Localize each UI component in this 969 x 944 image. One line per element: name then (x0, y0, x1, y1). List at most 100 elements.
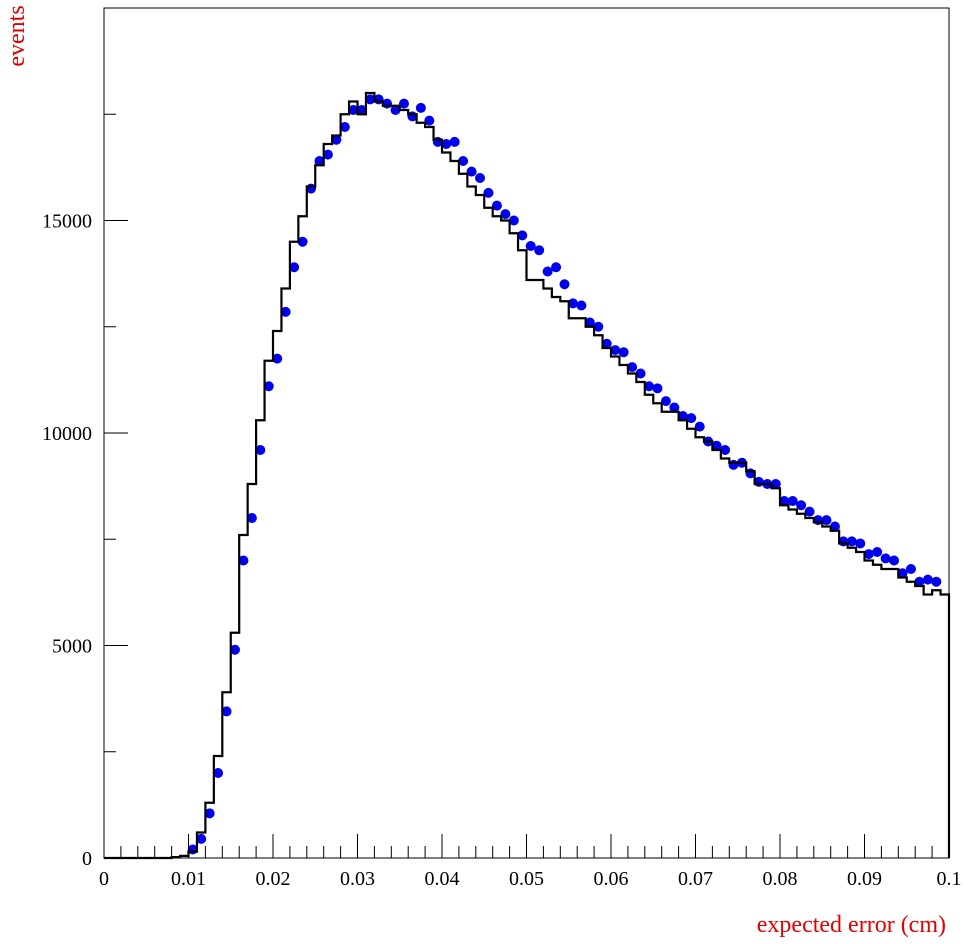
data-point (339, 122, 350, 132)
x-tick-label: 0.09 (847, 868, 882, 890)
data-point (796, 500, 807, 511)
data-point (905, 564, 916, 574)
y-axis-title: events (4, 5, 30, 66)
data-point (779, 496, 790, 506)
data-point (551, 262, 562, 273)
data-point (593, 321, 604, 332)
data-point (829, 521, 840, 532)
data-point (508, 215, 519, 226)
data-point (846, 536, 857, 547)
data-point (644, 381, 655, 392)
data-point (559, 279, 570, 290)
data-point (289, 262, 300, 273)
data-point (931, 576, 942, 587)
data-point (618, 347, 629, 358)
data-point (246, 513, 257, 523)
data-point (213, 768, 224, 778)
x-tick-label: 0 (99, 868, 109, 890)
data-point (770, 479, 781, 489)
histogram-step-line (104, 91, 951, 860)
data-point (229, 644, 240, 655)
x-tick-label: 0.04 (425, 868, 460, 890)
data-point (694, 421, 705, 432)
data-point (863, 549, 874, 560)
data-point (821, 515, 832, 526)
data-point (221, 706, 232, 717)
data-point (390, 105, 401, 115)
x-tick-label: 0.07 (678, 868, 713, 890)
data-point (415, 102, 426, 113)
data-point (897, 568, 908, 579)
data-point (872, 547, 883, 557)
data-point (272, 353, 283, 364)
plot-frame (103, 7, 950, 859)
data-point (398, 98, 409, 109)
data-point (660, 396, 671, 407)
data-point (475, 173, 486, 183)
data-point (576, 300, 587, 311)
data-point (525, 241, 536, 251)
data-point (322, 149, 333, 160)
data-point (889, 555, 900, 566)
data-point (365, 94, 376, 105)
data-point (441, 139, 452, 149)
data-point (255, 445, 266, 455)
data-point (500, 209, 511, 220)
data-point (787, 496, 798, 506)
data-point (280, 306, 291, 317)
data-point (348, 105, 359, 115)
x-tick-label: 0.06 (594, 868, 629, 890)
data-point (804, 506, 815, 517)
data-point (720, 445, 731, 455)
data-point (466, 166, 477, 177)
y-tick-label: 0 (82, 848, 92, 870)
data-point (238, 555, 249, 566)
x-tick-label: 0.03 (340, 868, 375, 890)
x-tick-label: 0.02 (256, 868, 291, 890)
data-point (204, 808, 215, 819)
data-point (652, 383, 663, 394)
x-tick-label: 0.01 (171, 868, 206, 890)
data-point (331, 134, 342, 145)
data-point (424, 115, 435, 126)
x-tick-label: 0.05 (509, 868, 544, 890)
data-point (491, 200, 502, 211)
x-tick-label: 0.08 (763, 868, 798, 890)
data-point (534, 245, 545, 256)
y-tick-label: 5000 (52, 636, 92, 658)
data-point (711, 440, 722, 451)
marker-series (187, 94, 942, 855)
y-tick-label: 10000 (42, 423, 92, 445)
data-point (483, 187, 494, 198)
plot-border (103, 7, 950, 859)
data-point (584, 317, 595, 328)
data-point (517, 230, 528, 241)
data-point (686, 413, 697, 424)
data-point (449, 136, 460, 147)
data-point (627, 362, 638, 373)
data-point (855, 538, 866, 549)
data-point (601, 338, 612, 349)
data-point (914, 576, 925, 587)
data-point (635, 368, 646, 379)
data-point (314, 156, 325, 166)
data-point (542, 266, 553, 277)
data-point (610, 345, 621, 356)
y-tick-label: 15000 (42, 211, 92, 233)
x-axis-ticks: 0 0.01 0.02 0.03 0.04 0.05 0.06 0.07 0.08 0.09 0.1 (99, 834, 962, 890)
x-tick-label: 0.1 (937, 868, 962, 890)
data-point (297, 236, 308, 247)
data-point (458, 156, 469, 166)
data-point (196, 833, 207, 844)
data-point (677, 411, 688, 421)
data-point (567, 298, 578, 309)
data-point (356, 105, 367, 115)
data-point (669, 402, 680, 413)
data-point (263, 381, 274, 392)
data-point (922, 574, 933, 585)
data-point (880, 553, 891, 564)
histogram-series (104, 91, 951, 860)
y-axis-ticks: 0 5000 10000 15000 (42, 113, 128, 870)
x-axis-title: expected error (cm) (757, 912, 946, 938)
